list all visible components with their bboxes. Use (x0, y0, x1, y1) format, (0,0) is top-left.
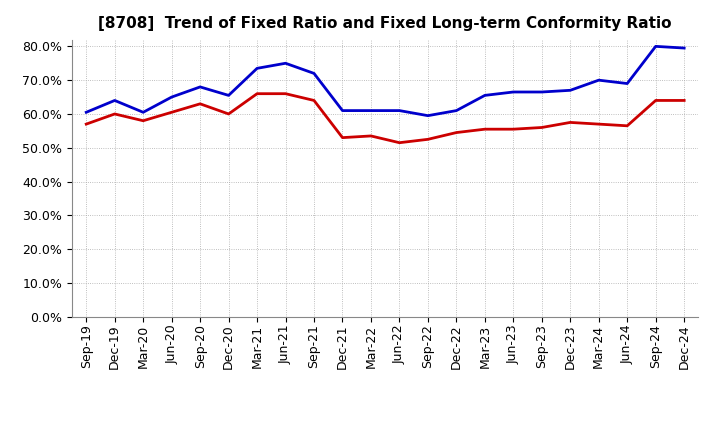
Fixed Long-term Conformity Ratio (452, 130, 461, 135)
Fixed Ratio (167, 95, 176, 100)
Fixed Long-term Conformity Ratio (338, 135, 347, 140)
Fixed Long-term Conformity Ratio (196, 101, 204, 106)
Fixed Long-term Conformity Ratio (423, 137, 432, 142)
Fixed Long-term Conformity Ratio (537, 125, 546, 130)
Fixed Long-term Conformity Ratio (595, 121, 603, 127)
Fixed Long-term Conformity Ratio (566, 120, 575, 125)
Line: Fixed Ratio: Fixed Ratio (86, 46, 684, 116)
Title: [8708]  Trend of Fixed Ratio and Fixed Long-term Conformity Ratio: [8708] Trend of Fixed Ratio and Fixed Lo… (99, 16, 672, 32)
Fixed Long-term Conformity Ratio (139, 118, 148, 123)
Fixed Ratio (537, 89, 546, 95)
Fixed Ratio (338, 108, 347, 113)
Fixed Long-term Conformity Ratio (310, 98, 318, 103)
Fixed Long-term Conformity Ratio (480, 127, 489, 132)
Fixed Long-term Conformity Ratio (282, 91, 290, 96)
Fixed Ratio (310, 71, 318, 76)
Fixed Ratio (196, 84, 204, 90)
Fixed Long-term Conformity Ratio (623, 123, 631, 128)
Fixed Long-term Conformity Ratio (509, 127, 518, 132)
Fixed Long-term Conformity Ratio (366, 133, 375, 139)
Fixed Ratio (139, 110, 148, 115)
Fixed Long-term Conformity Ratio (167, 110, 176, 115)
Fixed Ratio (452, 108, 461, 113)
Fixed Ratio (595, 77, 603, 83)
Fixed Ratio (480, 93, 489, 98)
Fixed Long-term Conformity Ratio (225, 111, 233, 117)
Fixed Ratio (652, 44, 660, 49)
Fixed Ratio (282, 61, 290, 66)
Fixed Ratio (566, 88, 575, 93)
Fixed Ratio (225, 93, 233, 98)
Fixed Ratio (253, 66, 261, 71)
Fixed Ratio (110, 98, 119, 103)
Fixed Long-term Conformity Ratio (110, 111, 119, 117)
Line: Fixed Long-term Conformity Ratio: Fixed Long-term Conformity Ratio (86, 94, 684, 143)
Fixed Long-term Conformity Ratio (680, 98, 688, 103)
Fixed Ratio (366, 108, 375, 113)
Fixed Long-term Conformity Ratio (395, 140, 404, 145)
Fixed Long-term Conformity Ratio (253, 91, 261, 96)
Fixed Ratio (395, 108, 404, 113)
Fixed Long-term Conformity Ratio (652, 98, 660, 103)
Fixed Ratio (680, 45, 688, 51)
Fixed Long-term Conformity Ratio (82, 121, 91, 127)
Fixed Ratio (509, 89, 518, 95)
Fixed Ratio (82, 110, 91, 115)
Fixed Ratio (623, 81, 631, 86)
Fixed Ratio (423, 113, 432, 118)
